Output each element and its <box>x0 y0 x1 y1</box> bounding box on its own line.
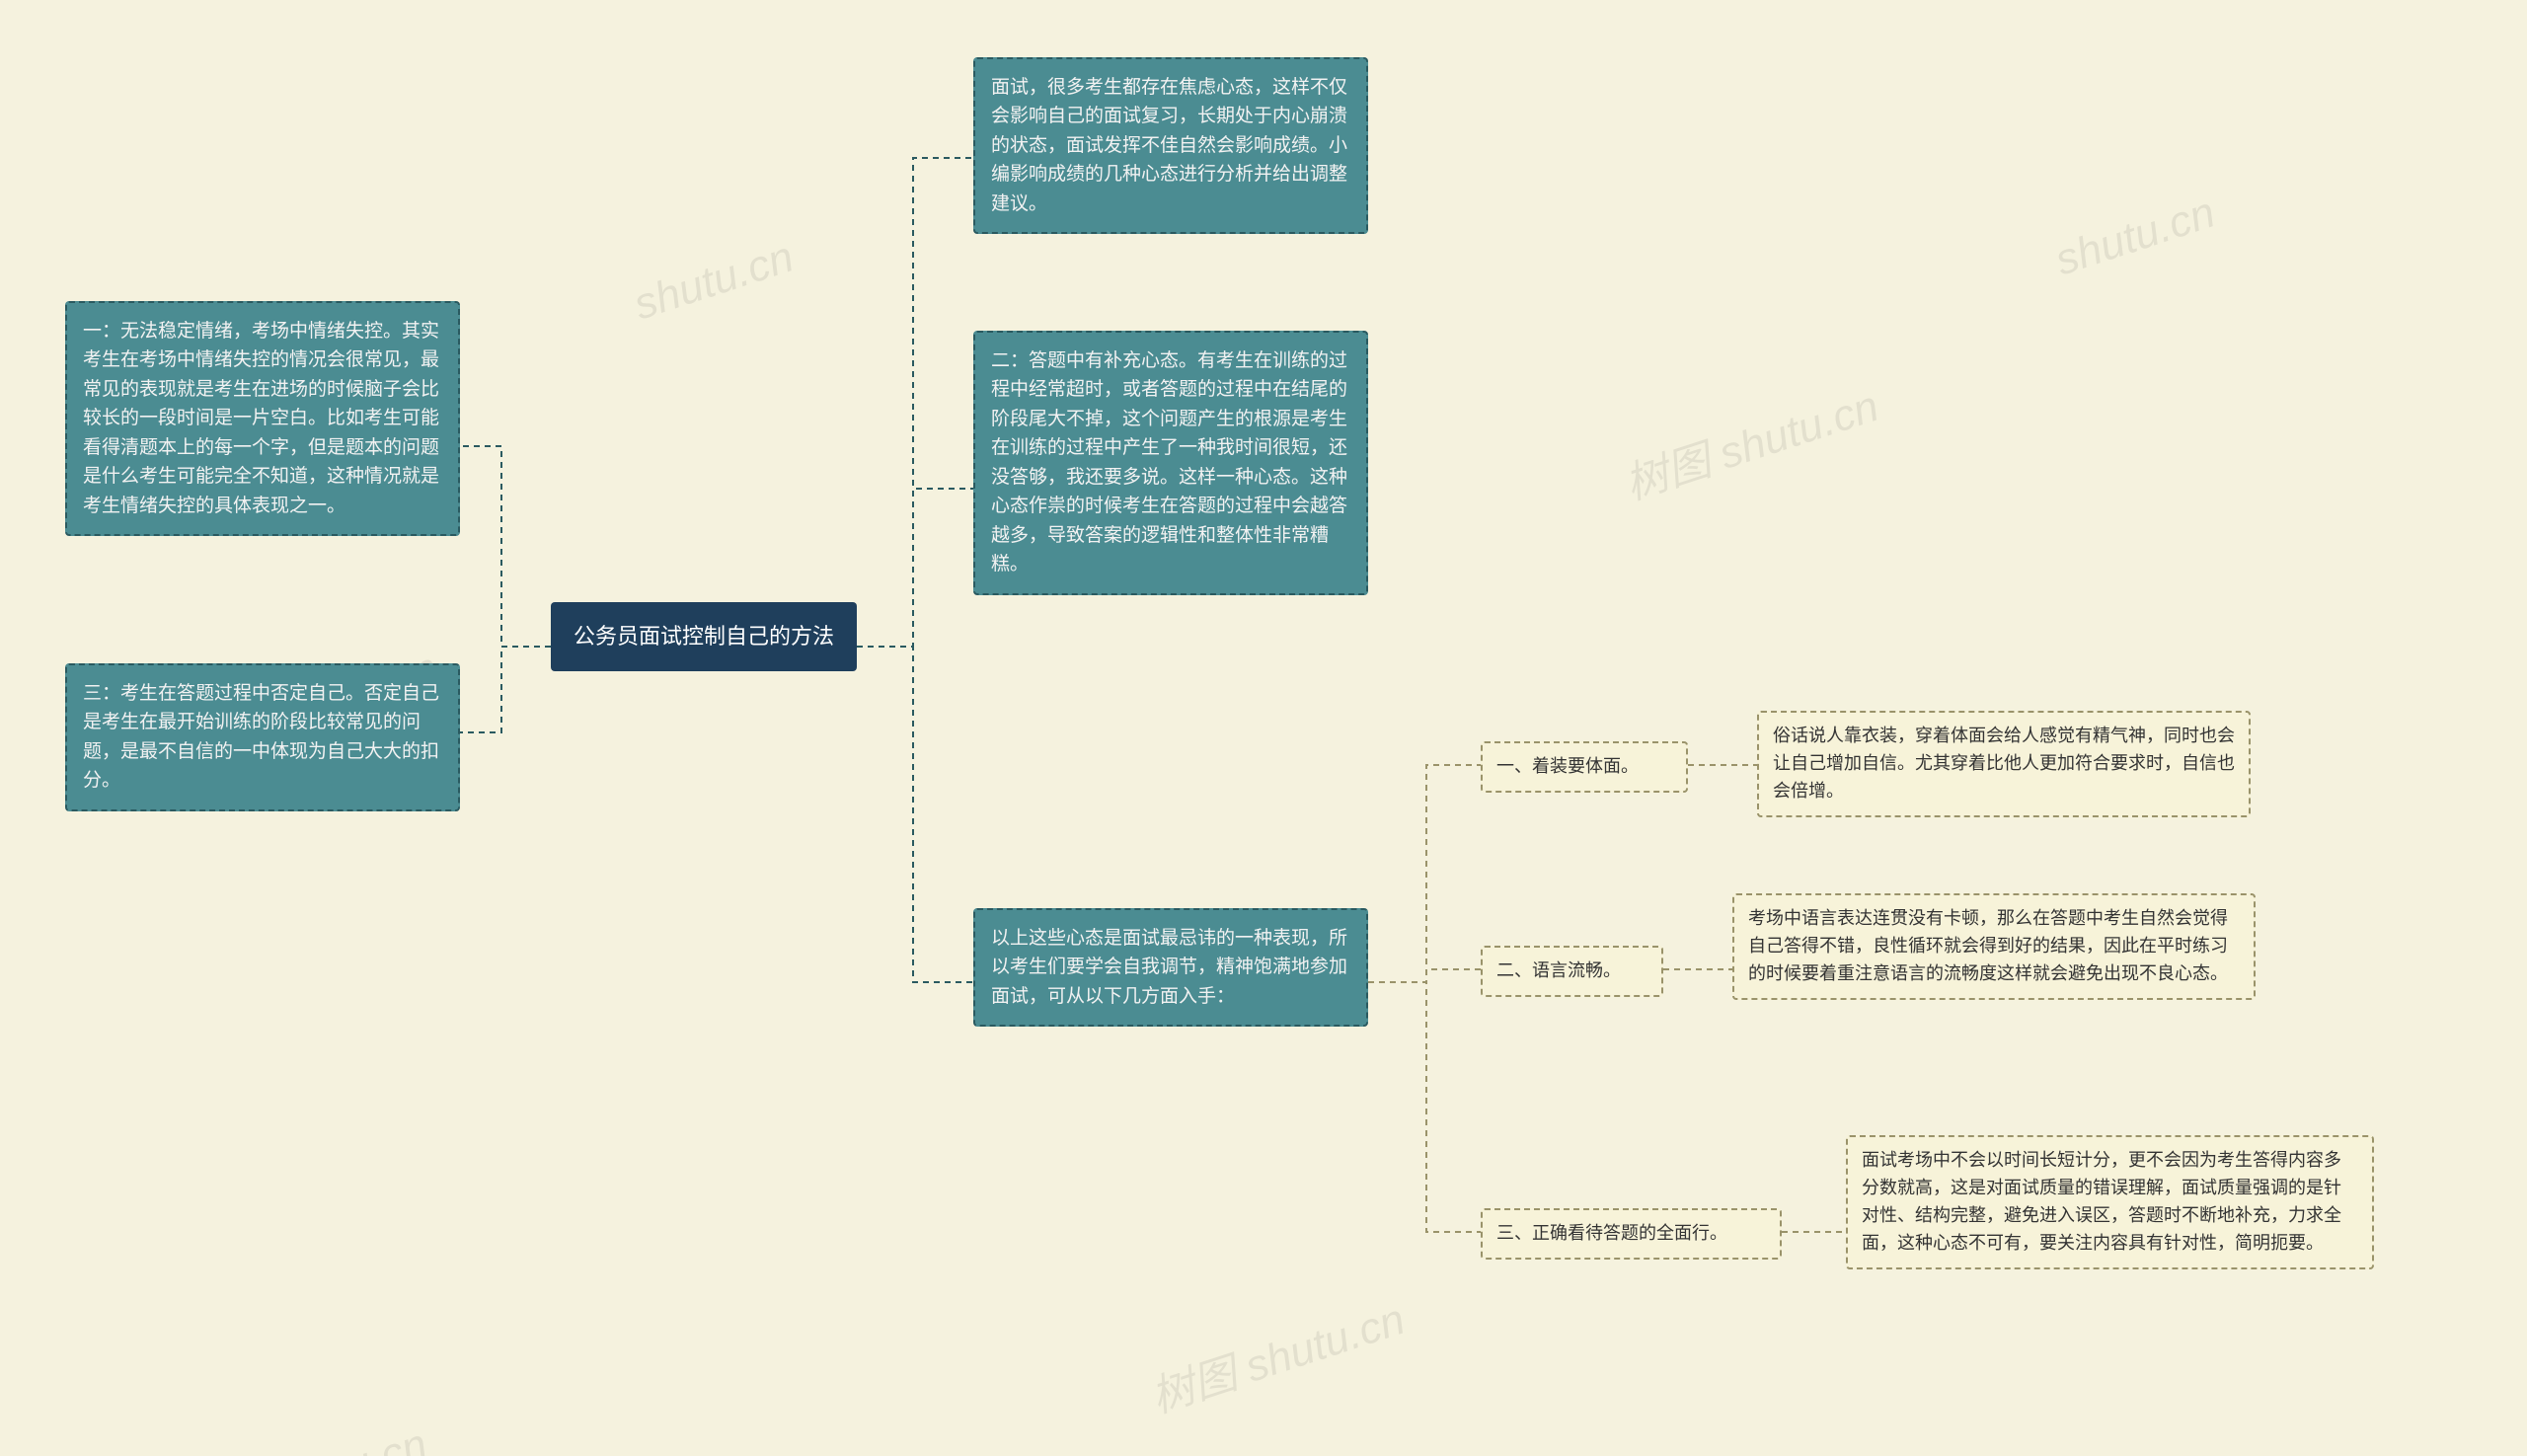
right-node-3: 以上这些心态是面试最忌讳的一种表现，所以考生们要学会自我调节，精神饱满地参加面试… <box>973 908 1368 1027</box>
connector <box>857 489 973 647</box>
sub-detail-dress: 俗话说人靠衣装，穿着体面会给人感觉有精气神，同时也会让自己增加自信。尤其穿着比他… <box>1757 711 2251 817</box>
center-node: 公务员面试控制自己的方法 <box>551 602 857 671</box>
watermark: u.cn <box>340 1419 433 1456</box>
connector <box>1368 765 1481 982</box>
watermark: 树图 shutu.cn <box>1616 370 1885 511</box>
left-node-1: 一：无法稳定情绪，考场中情绪失控。其实考生在考场中情绪失控的情况会很常见，最常见… <box>65 301 460 536</box>
connector <box>857 158 973 647</box>
sub-node-dress: 一、着装要体面。 <box>1481 741 1688 793</box>
left-node-2: 三：考生在答题过程中否定自己。否定自己是考生在最开始训练的阶段比较常见的问题，是… <box>65 663 460 811</box>
connector <box>857 647 973 982</box>
right-node-2: 二：答题中有补充心态。有考生在训练的过程中经常超时，或者答题的过程中在结尾的阶段… <box>973 331 1368 595</box>
sub-node-speech: 二、语言流畅。 <box>1481 946 1663 997</box>
sub-detail-comprehensive: 面试考场中不会以时间长短计分，更不会因为考生答得内容多分数就高，这是对面试质量的… <box>1846 1135 2374 1269</box>
connector <box>460 446 551 647</box>
watermark: shutu.cn <box>2049 189 2221 286</box>
sub-node-comprehensive: 三、正确看待答题的全面行。 <box>1481 1208 1782 1260</box>
connector <box>1368 969 1481 982</box>
connector <box>1368 982 1481 1232</box>
connector <box>460 647 551 732</box>
sub-detail-speech: 考场中语言表达连贯没有卡顿，那么在答题中考生自然会觉得自己答得不错，良性循环就会… <box>1732 893 2256 1000</box>
right-node-1: 面试，很多考生都存在焦虑心态，这样不仅会影响自己的面试复习，长期处于内心崩溃的状… <box>973 57 1368 234</box>
watermark: shutu.cn <box>628 233 800 331</box>
watermark: 树图 shutu.cn <box>1142 1283 1412 1424</box>
